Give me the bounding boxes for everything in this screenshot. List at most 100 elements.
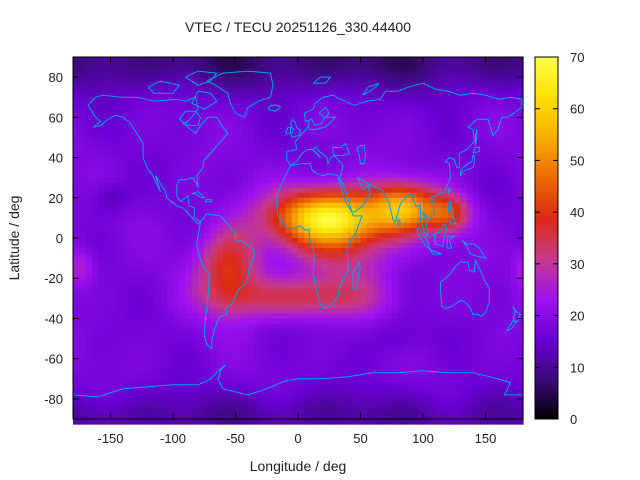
heatmap-cell — [473, 278, 480, 284]
heatmap-cell — [323, 77, 330, 83]
heatmap-cell — [160, 57, 168, 63]
heatmap-cell — [398, 217, 405, 224]
heatmap-cell — [391, 383, 399, 390]
heatmap-cell — [385, 97, 393, 103]
heatmap-cell — [291, 212, 299, 219]
heatmap-cell — [204, 283, 212, 289]
heatmap-cell — [229, 273, 237, 279]
heatmap-cell — [229, 207, 237, 214]
heatmap-cell — [354, 273, 362, 279]
heatmap-cell — [154, 137, 162, 144]
heatmap-cell — [154, 283, 162, 289]
heatmap-cell — [260, 283, 268, 289]
heatmap-cell — [323, 152, 330, 159]
heatmap-cell — [129, 117, 137, 123]
heatmap-cell — [229, 192, 237, 199]
heatmap-cell — [379, 112, 387, 118]
heatmap-cell — [398, 398, 405, 405]
heatmap-cell — [316, 67, 324, 73]
heatmap-cell — [254, 278, 262, 284]
heatmap-cell — [379, 87, 387, 93]
heatmap-cell — [435, 177, 443, 184]
heatmap-cell — [116, 283, 124, 289]
heatmap-cell — [135, 388, 143, 395]
heatmap-cell — [466, 338, 474, 345]
heatmap-cell — [235, 147, 243, 154]
heatmap-cell — [216, 388, 224, 395]
heatmap-cell — [298, 177, 305, 184]
heatmap-cell — [273, 268, 280, 274]
heatmap-cell — [166, 202, 174, 209]
heatmap-cell — [79, 343, 87, 350]
heatmap-cell — [323, 368, 330, 375]
heatmap-cell — [454, 398, 462, 405]
heatmap-cell — [223, 283, 230, 289]
heatmap-cell — [104, 338, 112, 345]
heatmap-cell — [366, 72, 374, 78]
heatmap-cell — [160, 182, 168, 189]
heatmap-cell — [485, 398, 493, 405]
heatmap-cell — [266, 238, 274, 244]
heatmap-cell — [254, 177, 262, 184]
heatmap-cell — [204, 107, 212, 113]
heatmap-cell — [110, 137, 118, 144]
heatmap-cell — [510, 363, 518, 370]
heatmap-cell — [148, 283, 155, 289]
heatmap-cell — [466, 378, 474, 385]
heatmap-cell — [79, 187, 87, 194]
heatmap-cell — [123, 403, 130, 410]
heatmap-cell — [166, 353, 174, 360]
heatmap-cell — [410, 117, 418, 123]
heatmap-cell — [391, 72, 399, 78]
heatmap-cell — [485, 212, 493, 219]
heatmap-cell — [404, 263, 412, 269]
heatmap-cell — [141, 182, 149, 189]
heatmap-cell — [366, 132, 374, 139]
heatmap-cell — [510, 207, 518, 214]
heatmap-cell — [204, 258, 212, 264]
heatmap-cell — [285, 147, 293, 154]
heatmap-cell — [379, 167, 387, 174]
heatmap-cell — [110, 373, 118, 380]
heatmap-cell — [110, 227, 118, 234]
heatmap-cell — [298, 388, 305, 395]
heatmap-cell — [466, 288, 474, 294]
heatmap-cell — [148, 348, 155, 355]
heatmap-cell — [316, 132, 324, 139]
heatmap-cell — [348, 333, 355, 340]
heatmap-cell — [504, 313, 512, 320]
heatmap-cell — [323, 217, 330, 224]
heatmap-cell — [391, 353, 399, 360]
heatmap-cell — [323, 72, 330, 78]
heatmap-cell — [210, 403, 218, 410]
heatmap-cell — [460, 177, 468, 184]
heatmap-cell — [166, 172, 174, 179]
heatmap-cell — [479, 152, 487, 159]
heatmap-cell — [360, 212, 368, 219]
heatmap-cell — [248, 253, 255, 259]
heatmap-cell — [435, 398, 443, 405]
heatmap-cell — [298, 127, 305, 134]
heatmap-cell — [416, 127, 424, 134]
heatmap-cell — [248, 328, 255, 335]
heatmap-cell — [248, 333, 255, 340]
heatmap-cell — [423, 238, 430, 244]
heatmap-cell — [341, 383, 349, 390]
heatmap-cell — [141, 102, 149, 108]
heatmap-cell — [241, 328, 249, 335]
heatmap-cell — [79, 132, 87, 139]
heatmap-cell — [104, 57, 112, 63]
heatmap-cell — [216, 222, 224, 229]
heatmap-cell — [416, 283, 424, 289]
heatmap-cell — [479, 248, 487, 254]
heatmap-cell — [466, 308, 474, 315]
heatmap-cell — [191, 222, 199, 229]
heatmap-cell — [198, 182, 205, 189]
heatmap-cell — [266, 227, 274, 234]
heatmap-cell — [498, 67, 505, 73]
heatmap-cell — [404, 227, 412, 234]
heatmap-cell — [398, 147, 405, 154]
heatmap-cell — [98, 283, 105, 289]
heatmap-cell — [285, 328, 293, 335]
heatmap-cell — [385, 187, 393, 194]
